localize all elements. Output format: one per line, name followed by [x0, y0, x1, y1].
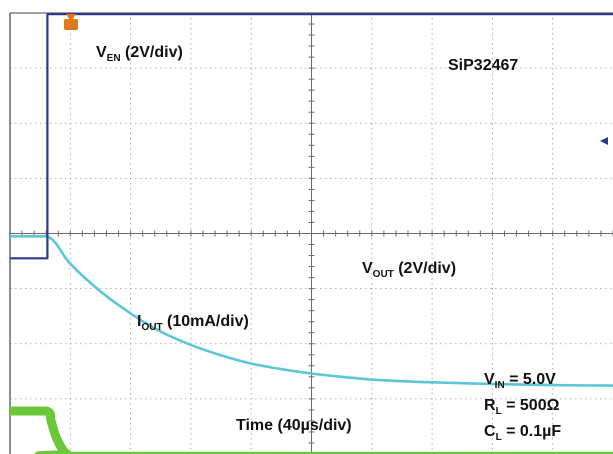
cl-sub: L [496, 432, 502, 443]
iout-label-tail: (10mA/div) [163, 313, 249, 330]
cl-tail: = 0.1µF [502, 423, 562, 440]
ven-label: VEN (2V/div) [96, 44, 183, 64]
iout-trace [9, 406, 613, 454]
level-arrow-icon [600, 137, 608, 145]
vout-label-sub: OUT [373, 269, 394, 280]
cl-main: C [484, 423, 496, 440]
vin-annotation: VIN = 5.0V [484, 371, 556, 391]
vout-label: VOUT (2V/div) [362, 260, 456, 280]
vout-label-main: V [362, 260, 373, 277]
vout-trace [10, 235, 613, 387]
grid [9, 12, 613, 454]
vin-main: V [484, 371, 495, 388]
trigger-marker-icon [66, 14, 76, 22]
iout-label: IOUT (10mA/div) [137, 313, 249, 333]
cl-annotation: CL = 0.1µF [484, 423, 561, 443]
channel-marker-icon [64, 19, 78, 30]
rl-main: R [484, 397, 496, 414]
vin-sub: IN [495, 380, 505, 391]
vout-label-tail: (2V/div) [394, 260, 456, 277]
rl-sub: L [496, 406, 502, 417]
x-axis-label: Time (40µs/div) [236, 417, 352, 434]
markers [64, 14, 608, 145]
ven-label-sub: EN [107, 53, 121, 64]
rl-tail: = 500Ω [502, 397, 560, 414]
device-label: SiP32467 [448, 57, 518, 74]
iout-label-sub: OUT [141, 322, 162, 333]
traces [9, 13, 613, 454]
ven-label-main: V [96, 44, 107, 61]
ven-label-tail: (2V/div) [121, 44, 183, 61]
iout-label-main: I [137, 313, 141, 330]
rl-annotation: RL = 500Ω [484, 397, 560, 417]
vin-tail: = 5.0V [505, 371, 556, 388]
ven-trace [10, 13, 613, 260]
